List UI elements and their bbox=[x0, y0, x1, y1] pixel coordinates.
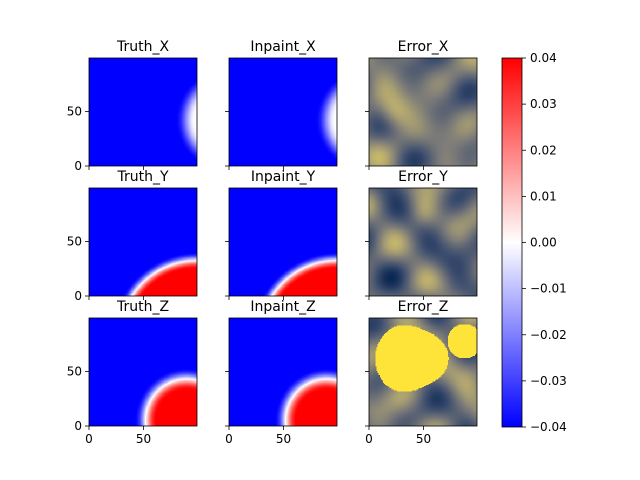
colorbar-tick-label: 0.02 bbox=[530, 143, 557, 157]
colorbar-tick-label: 0.00 bbox=[530, 236, 557, 250]
axes-frame bbox=[88, 317, 198, 427]
x-tick-label: 0 bbox=[85, 432, 93, 446]
colorbar-tick-label: 0.04 bbox=[530, 51, 557, 65]
heatmap-image bbox=[229, 318, 337, 426]
panel-title: Inpaint_Y bbox=[251, 169, 316, 185]
panel-inpaint_x: Inpaint_X bbox=[225, 39, 338, 170]
panel-title: Truth_Y bbox=[116, 169, 168, 185]
axes-frame bbox=[88, 57, 198, 167]
panel-error_y: Error_Y bbox=[365, 169, 478, 300]
heatmap-image bbox=[89, 58, 197, 166]
panel-inpaint_y: Inpaint_Y bbox=[225, 169, 338, 300]
axes-frame bbox=[88, 187, 198, 297]
x-tick-label: 50 bbox=[416, 432, 431, 446]
y-tick-label: 0 bbox=[74, 289, 82, 303]
y-tick-label: 50 bbox=[67, 364, 82, 378]
y-tick-label: 0 bbox=[74, 159, 82, 173]
panel-title: Error_X bbox=[398, 39, 449, 55]
panel-title: Error_Y bbox=[398, 169, 448, 185]
colorbar-gradient bbox=[502, 58, 522, 427]
y-tick-label: 0 bbox=[74, 419, 82, 433]
panel-truth_z: Truth_Z 0 50 0 50 bbox=[67, 299, 198, 446]
panel-title: Inpaint_X bbox=[250, 39, 316, 55]
axes-frame bbox=[228, 187, 338, 297]
x-tick-label: 0 bbox=[225, 432, 233, 446]
colorbar-tick-label: 0.03 bbox=[530, 97, 557, 111]
panel-title: Truth_Z bbox=[116, 299, 169, 315]
colorbar-tick-label: −0.04 bbox=[530, 420, 567, 434]
x-tick-label: 50 bbox=[276, 432, 291, 446]
panel-title: Error_Z bbox=[398, 299, 449, 315]
x-tick-label: 0 bbox=[365, 432, 373, 446]
panel-error_z: Error_Z 0 50 bbox=[365, 299, 478, 446]
axes-frame bbox=[368, 317, 478, 427]
panel-inpaint_z: Inpaint_Z 0 50 bbox=[225, 299, 338, 446]
colorbar-tick-label: −0.02 bbox=[530, 328, 567, 342]
colorbar-tick-label: −0.03 bbox=[530, 374, 567, 388]
heatmap-image bbox=[369, 58, 477, 166]
panel-truth_x: Truth_X 0 50 bbox=[67, 39, 198, 173]
heatmap-image bbox=[89, 188, 197, 296]
panel-truth_y: Truth_Y 0 50 bbox=[67, 169, 198, 303]
heatmap-image bbox=[89, 318, 197, 426]
axes-frame bbox=[368, 187, 478, 297]
heatmap-image bbox=[229, 188, 337, 296]
heatmap-image bbox=[229, 58, 337, 166]
axes-frame bbox=[228, 317, 338, 427]
panel-title: Inpaint_Z bbox=[250, 299, 315, 315]
colorbar-tick-label: −0.01 bbox=[530, 282, 567, 296]
colorbar: 0.04 0.03 0.02 0.01 0.00 −0.01 −0.02 −0.03 −0.04 bbox=[501, 51, 567, 434]
y-tick-label: 50 bbox=[67, 234, 82, 248]
panel-title: Truth_X bbox=[116, 39, 169, 55]
panel-error_x: Error_X bbox=[365, 39, 478, 170]
heatmap-image bbox=[369, 318, 477, 426]
x-tick-label: 50 bbox=[136, 432, 151, 446]
axes-frame bbox=[228, 57, 338, 167]
heatmap-image bbox=[369, 188, 477, 296]
y-tick-label: 50 bbox=[67, 104, 82, 118]
colorbar-tick-label: 0.01 bbox=[530, 189, 557, 203]
axes-frame bbox=[368, 57, 478, 167]
